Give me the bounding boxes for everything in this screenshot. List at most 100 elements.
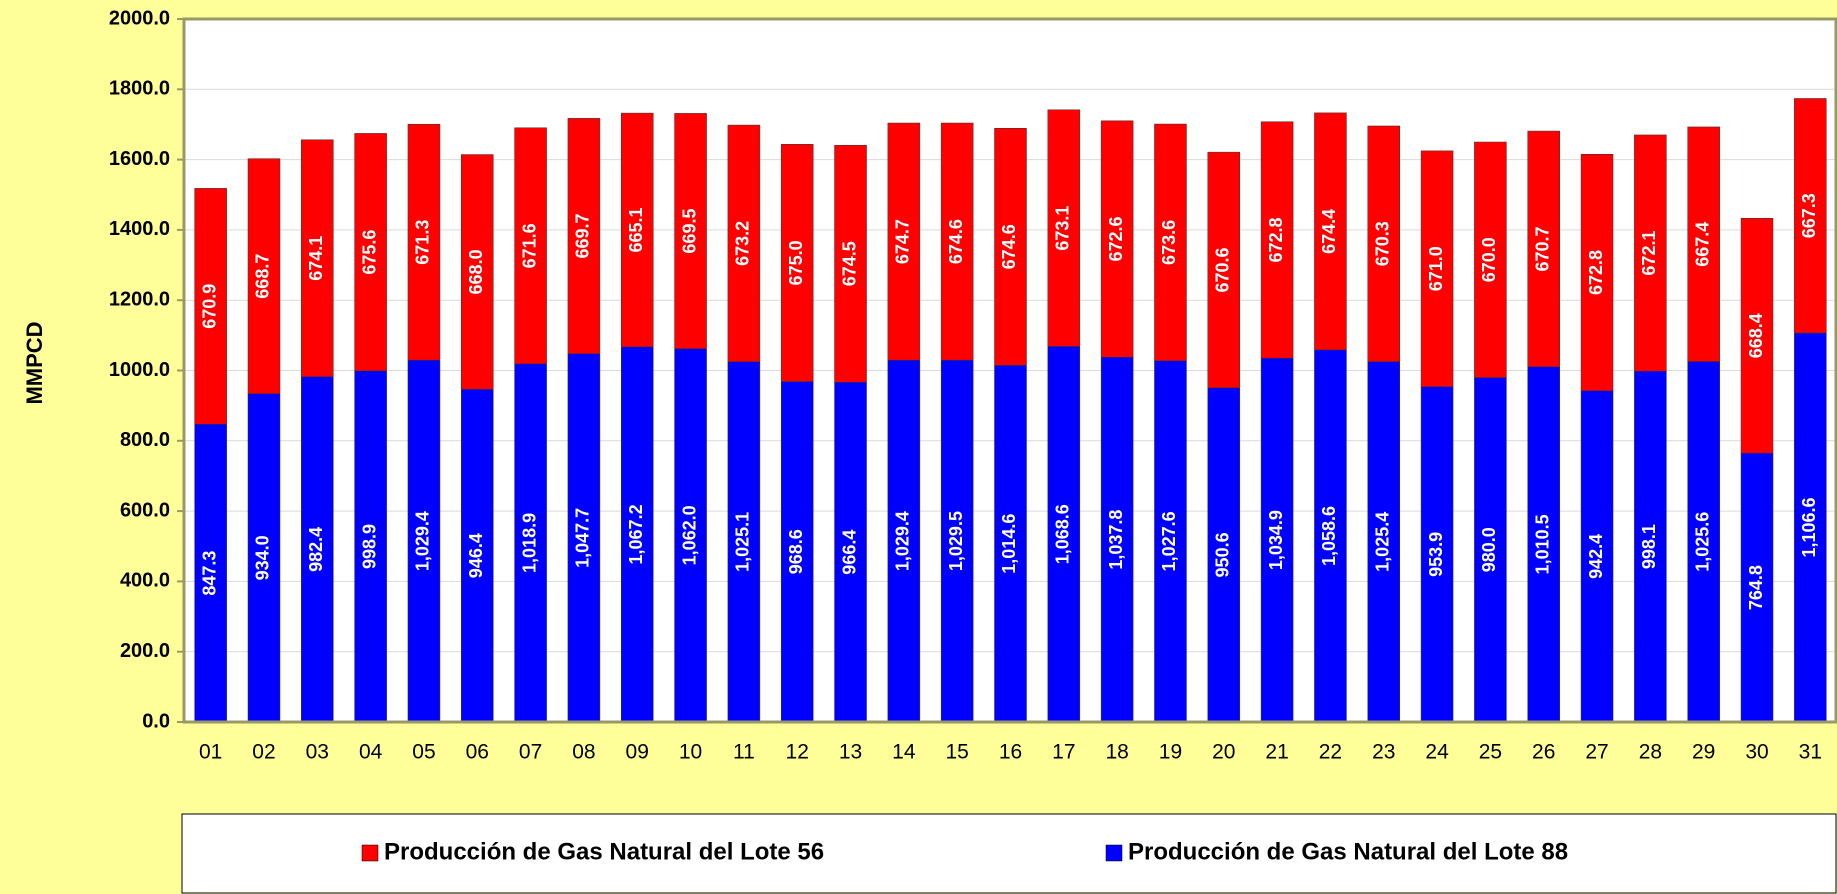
y-tick-label: 400.0 (120, 570, 170, 592)
bar-segment (247, 158, 281, 394)
y-tick-label: 2000.0 (109, 7, 170, 29)
value-label: 942.4 (1586, 534, 1606, 579)
value-label: 669.7 (573, 214, 593, 259)
x-tick-label: 10 (679, 741, 702, 764)
y-axis-title: MMPCD (22, 321, 47, 404)
x-tick-label: 13 (839, 741, 862, 764)
y-tick-label: 1000.0 (109, 359, 170, 381)
bar-segment (834, 144, 867, 383)
value-label: 668.7 (253, 254, 273, 299)
bar-segment (567, 118, 601, 354)
value-label: 1,014.6 (999, 514, 1019, 574)
bar-segment (1634, 134, 1667, 372)
bar-segment (887, 359, 921, 723)
plot-border (182, 17, 1837, 724)
bar-segment (780, 144, 814, 382)
value-label: 1,067.2 (626, 504, 646, 564)
bar-segment (1634, 370, 1667, 723)
value-label: 672.8 (1266, 217, 1286, 262)
value-label: 669.5 (679, 209, 699, 254)
value-label: 673.6 (1159, 220, 1179, 265)
x-tick-label: 23 (1372, 741, 1395, 764)
bar-segment (1580, 154, 1614, 391)
bar-segment (834, 382, 867, 723)
x-tick-label: 03 (306, 741, 329, 764)
value-label: 673.1 (1053, 206, 1073, 251)
value-label: 1,047.7 (573, 508, 593, 568)
value-label: 674.7 (893, 219, 913, 264)
legend-label: Producción de Gas Natural del Lote 88 (1128, 838, 1568, 865)
value-label: 1,029.4 (413, 511, 433, 571)
value-label: 764.8 (1746, 565, 1766, 610)
x-tick-label: 05 (412, 741, 435, 764)
x-tick-label: 08 (572, 741, 595, 764)
value-label: 674.6 (946, 219, 966, 264)
y-tick-label: 1600.0 (109, 148, 170, 170)
y-tick-label: 0.0 (142, 710, 170, 732)
value-label: 668.0 (466, 249, 486, 294)
bar-segment (1794, 98, 1827, 334)
x-tick-label: 29 (1692, 741, 1715, 764)
value-label: 672.6 (1106, 216, 1126, 261)
value-label: 953.9 (1426, 532, 1446, 577)
x-tick-label: 15 (945, 741, 968, 764)
value-label: 672.1 (1639, 231, 1659, 276)
bar-segment (1047, 109, 1081, 347)
x-tick-label: 17 (1052, 741, 1075, 764)
value-label: 1,062.0 (679, 505, 699, 565)
bar-segment (407, 123, 441, 361)
legend-marker (361, 844, 379, 862)
value-label: 670.0 (1479, 237, 1499, 282)
value-label: 1,018.9 (519, 513, 539, 573)
bar-segment (1260, 357, 1294, 723)
x-tick-label: 28 (1639, 741, 1662, 764)
x-tick-label: 06 (466, 741, 489, 764)
bar-segment (461, 154, 494, 390)
bar-segment (1100, 120, 1134, 358)
bar-segment (194, 188, 227, 425)
bar-segment (514, 127, 547, 365)
bar-segment (674, 113, 707, 349)
bar-segment (620, 346, 654, 723)
x-tick-label: 21 (1265, 741, 1288, 764)
x-tick-label: 09 (626, 741, 649, 764)
y-tick-label: 1200.0 (109, 288, 170, 310)
bar-segment (301, 139, 334, 377)
x-tick-label: 07 (519, 741, 542, 764)
value-label: 950.6 (1213, 532, 1233, 577)
value-label: 998.1 (1639, 524, 1659, 569)
value-label: 847.3 (199, 551, 219, 596)
bar-segment (1474, 141, 1507, 378)
bar-segment (1154, 123, 1187, 362)
bar-segment (1154, 360, 1187, 723)
value-label: 934.0 (253, 535, 273, 580)
bar-segment (1207, 151, 1241, 389)
legend-label: Producción de Gas Natural del Lote 56 (384, 838, 824, 865)
value-label: 1,025.1 (733, 512, 753, 572)
x-tick-label: 31 (1799, 741, 1822, 764)
x-tick-label: 24 (1425, 741, 1449, 764)
value-label: 671.0 (1426, 246, 1446, 291)
value-label: 1,058.6 (1319, 506, 1339, 566)
value-label: 674.4 (1319, 209, 1339, 254)
x-tick-label: 14 (892, 741, 916, 764)
bar-segment (1100, 356, 1134, 723)
value-label: 998.9 (359, 524, 379, 569)
x-tick-label: 18 (1105, 741, 1128, 764)
bar-segment (994, 127, 1027, 366)
x-tick-label: 26 (1532, 741, 1555, 764)
value-label: 1,106.6 (1799, 497, 1819, 557)
bar-segment (1314, 349, 1347, 723)
value-label: 1,027.6 (1159, 511, 1179, 571)
y-tick-label: 800.0 (120, 429, 170, 451)
value-label: 670.9 (199, 284, 219, 329)
value-label: 1,010.5 (1532, 514, 1552, 574)
value-label: 674.6 (999, 224, 1019, 269)
bar-segment (1367, 125, 1401, 362)
x-tick-label: 12 (786, 741, 809, 764)
value-label: 675.0 (786, 240, 806, 285)
x-tick-label: 01 (199, 741, 222, 764)
bar-segment (994, 365, 1027, 723)
value-label: 670.6 (1213, 247, 1233, 292)
